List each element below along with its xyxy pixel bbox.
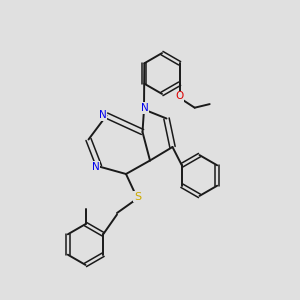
Text: N: N: [99, 110, 107, 120]
Text: S: S: [134, 191, 141, 202]
Text: N: N: [92, 161, 99, 172]
Text: N: N: [141, 103, 148, 113]
Text: O: O: [176, 91, 184, 101]
